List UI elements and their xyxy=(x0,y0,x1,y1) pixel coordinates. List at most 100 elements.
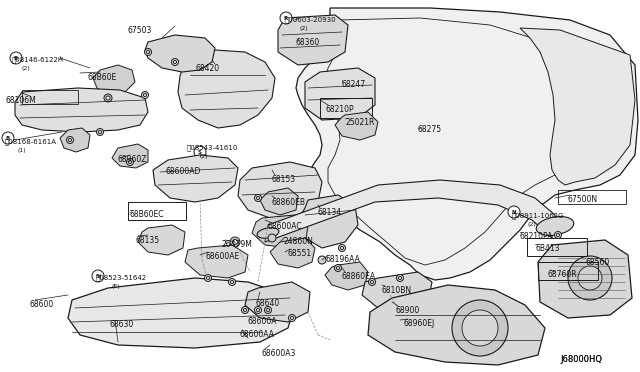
Text: 68275: 68275 xyxy=(418,125,442,134)
Circle shape xyxy=(205,275,211,282)
Circle shape xyxy=(369,279,376,285)
Text: 68210PA: 68210PA xyxy=(520,232,554,241)
Polygon shape xyxy=(245,282,310,322)
Circle shape xyxy=(397,275,403,282)
Text: 68600AD: 68600AD xyxy=(165,167,200,176)
Bar xyxy=(558,190,626,204)
Circle shape xyxy=(257,308,259,311)
Circle shape xyxy=(554,231,561,238)
Polygon shape xyxy=(278,15,348,65)
Circle shape xyxy=(452,300,508,356)
Text: 68860EA: 68860EA xyxy=(342,272,376,281)
Polygon shape xyxy=(335,112,378,140)
Circle shape xyxy=(557,234,559,237)
Text: 68360: 68360 xyxy=(296,38,320,47)
Text: 6B413: 6B413 xyxy=(535,244,559,253)
Polygon shape xyxy=(538,240,632,318)
Text: 68196AA: 68196AA xyxy=(326,255,361,264)
Text: 68247: 68247 xyxy=(341,80,365,89)
Text: 68900: 68900 xyxy=(395,306,419,315)
Text: 68960EJ: 68960EJ xyxy=(404,319,435,328)
Circle shape xyxy=(172,58,179,65)
Circle shape xyxy=(289,314,296,321)
Text: 25021R: 25021R xyxy=(346,118,376,127)
Text: 68600AE: 68600AE xyxy=(205,252,239,261)
Circle shape xyxy=(291,317,294,320)
Circle shape xyxy=(268,234,276,242)
Circle shape xyxy=(255,307,262,314)
Text: N: N xyxy=(512,209,516,215)
Polygon shape xyxy=(93,65,135,95)
Polygon shape xyxy=(15,88,148,132)
Polygon shape xyxy=(260,188,298,215)
Circle shape xyxy=(10,52,22,64)
Text: 68630: 68630 xyxy=(110,320,134,329)
Circle shape xyxy=(173,61,177,64)
Text: 68600AA: 68600AA xyxy=(240,330,275,339)
Text: 68420: 68420 xyxy=(195,64,219,73)
Text: (2): (2) xyxy=(22,66,31,71)
Circle shape xyxy=(339,244,346,251)
Polygon shape xyxy=(252,215,308,248)
Text: J68000HQ: J68000HQ xyxy=(560,355,602,364)
Text: 68960Z: 68960Z xyxy=(118,155,147,164)
Text: J68000HQ: J68000HQ xyxy=(560,355,602,364)
Text: 68600: 68600 xyxy=(30,300,54,309)
Circle shape xyxy=(2,132,14,144)
Polygon shape xyxy=(296,8,638,280)
Text: 68600AC: 68600AC xyxy=(268,222,303,231)
Circle shape xyxy=(257,196,259,199)
Text: 68135: 68135 xyxy=(135,236,159,245)
Text: 68106M: 68106M xyxy=(5,96,36,105)
Text: Ⓡ00603-20930: Ⓡ00603-20930 xyxy=(285,16,337,23)
Text: B: B xyxy=(6,135,10,141)
Text: 26479M: 26479M xyxy=(222,240,253,249)
Circle shape xyxy=(129,160,131,164)
Text: 68560: 68560 xyxy=(586,258,611,267)
Text: (2): (2) xyxy=(300,26,308,31)
Circle shape xyxy=(243,308,246,311)
Polygon shape xyxy=(305,68,375,120)
Polygon shape xyxy=(362,272,432,310)
Circle shape xyxy=(104,94,112,102)
Circle shape xyxy=(143,93,147,96)
Circle shape xyxy=(337,266,339,269)
Circle shape xyxy=(340,247,344,250)
Text: Ⓑ08146-6122H: Ⓑ08146-6122H xyxy=(12,56,64,62)
Polygon shape xyxy=(60,128,90,152)
Circle shape xyxy=(141,92,148,99)
Circle shape xyxy=(241,307,248,314)
Circle shape xyxy=(318,256,326,264)
Circle shape xyxy=(230,280,234,283)
Polygon shape xyxy=(270,238,315,268)
Polygon shape xyxy=(178,50,275,128)
Text: 68640: 68640 xyxy=(255,299,279,308)
Circle shape xyxy=(230,237,240,247)
Ellipse shape xyxy=(536,217,574,235)
Circle shape xyxy=(127,158,134,166)
Text: 68153: 68153 xyxy=(272,175,296,184)
Text: (2): (2) xyxy=(527,222,536,227)
Bar xyxy=(527,238,587,256)
Polygon shape xyxy=(298,195,358,248)
Text: S: S xyxy=(96,273,100,279)
Text: Ⓝ08911-1062G: Ⓝ08911-1062G xyxy=(512,212,564,219)
Polygon shape xyxy=(520,28,635,185)
Circle shape xyxy=(97,128,104,135)
Polygon shape xyxy=(112,144,148,168)
Text: R: R xyxy=(284,16,288,20)
Text: 68760R: 68760R xyxy=(548,270,578,279)
Text: Ⓑ08168-6161A: Ⓑ08168-6161A xyxy=(5,138,57,145)
Text: 68210P: 68210P xyxy=(325,105,354,114)
Text: (E): (E) xyxy=(112,284,120,289)
Circle shape xyxy=(578,266,602,290)
Circle shape xyxy=(145,48,152,55)
Polygon shape xyxy=(185,245,248,278)
Text: (2): (2) xyxy=(200,154,209,159)
Text: 67500N: 67500N xyxy=(568,195,598,204)
Circle shape xyxy=(232,240,237,244)
Polygon shape xyxy=(238,162,322,218)
Polygon shape xyxy=(265,180,555,242)
Circle shape xyxy=(194,146,206,158)
Circle shape xyxy=(371,280,374,283)
